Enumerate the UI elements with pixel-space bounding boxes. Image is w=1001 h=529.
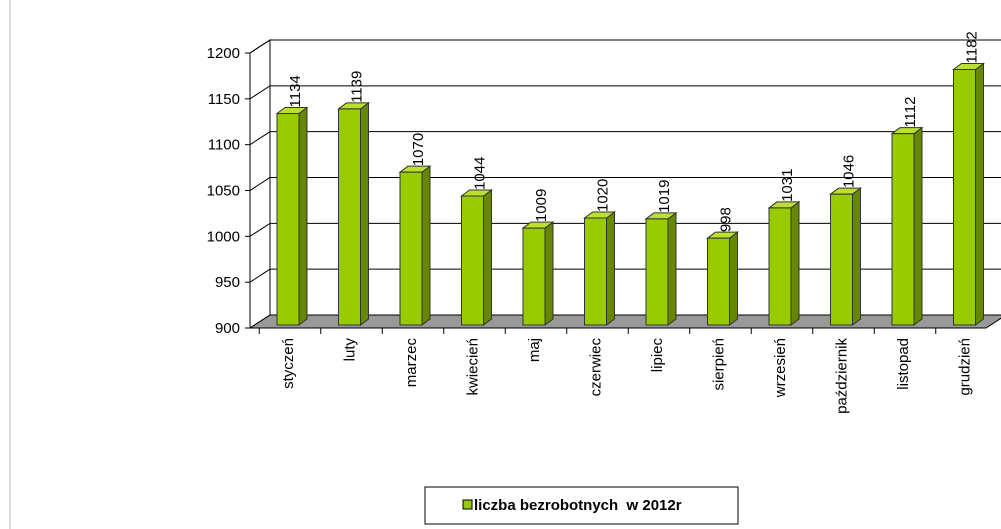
bar-front [584, 217, 607, 326]
bar-front [522, 227, 546, 326]
value-label: 1134 [287, 75, 304, 107]
value-label: 998 [718, 207, 735, 232]
value-label: 1182 [964, 31, 981, 63]
y-tick-label: 1150 [208, 91, 240, 108]
grid-line [249, 39, 1001, 54]
bar-front [276, 113, 300, 326]
legend-label: liczba bezrobotnych w 2012r [474, 497, 682, 514]
grid-line [249, 131, 1001, 146]
bar-front [891, 133, 915, 326]
x-tick-label: marzec [403, 338, 420, 388]
x-tick-label: wrzesień [772, 338, 789, 398]
bar [398, 165, 432, 326]
x-tick-label: grudzień [957, 338, 974, 396]
bar-side [913, 126, 923, 326]
legend-swatch [462, 499, 473, 510]
value-label: 1139 [349, 71, 366, 103]
value-label: 1009 [533, 189, 550, 222]
grid-line [249, 268, 1001, 283]
bar-side [298, 106, 308, 326]
x-tick-label: luty [342, 338, 359, 362]
bar-side [729, 231, 738, 326]
bar [521, 221, 555, 326]
x-tick-label: czerwiec [588, 338, 605, 397]
grid-line [249, 222, 1001, 237]
bar [583, 211, 616, 326]
y-tick-label: 1050 [207, 183, 240, 200]
bar-front [338, 108, 361, 326]
bar [767, 200, 801, 326]
grid-line [249, 85, 1001, 100]
bar [952, 62, 985, 326]
bar-front [645, 218, 669, 326]
bar [890, 126, 924, 326]
bar-front [830, 193, 853, 326]
bar [829, 187, 862, 326]
bar-front [461, 195, 484, 326]
bar-front [399, 171, 423, 326]
bar-side [421, 165, 431, 326]
bar-side [852, 187, 861, 326]
value-label: 1031 [779, 169, 796, 202]
bar [706, 231, 739, 326]
value-label: 1020 [595, 179, 612, 212]
bar-front [768, 207, 792, 326]
bar [644, 211, 678, 326]
y-tick-label: 1100 [208, 137, 240, 154]
x-tick-label: styczeń [280, 338, 297, 389]
x-tick-label: październik [834, 338, 851, 414]
bar [337, 101, 370, 326]
legend-box [424, 486, 739, 525]
bar [275, 106, 309, 326]
bar-side [606, 211, 615, 326]
bar-side [544, 221, 554, 326]
value-label: 1019 [656, 180, 673, 213]
value-label: 1044 [472, 157, 489, 190]
x-tick-label: lipiec [649, 338, 666, 373]
x-tick-label: sierpień [711, 338, 728, 391]
value-label: 1046 [841, 155, 858, 188]
bar-side [360, 101, 369, 326]
bar-front [707, 237, 730, 326]
x-tick-label: listopad [895, 338, 912, 390]
y-tick-label: 1000 [207, 228, 240, 245]
bar [460, 189, 493, 326]
x-tick-label: maj [526, 338, 543, 362]
y-tick-label: 1200 [207, 45, 240, 62]
floor [248, 314, 1001, 329]
bar-side [975, 62, 984, 326]
y-tick-label: 900 [215, 320, 240, 337]
value-label: 1070 [410, 133, 427, 166]
bar-side [790, 200, 800, 326]
value-label: 1112 [902, 97, 919, 128]
grid-line [249, 177, 1001, 191]
bar-side [483, 189, 492, 326]
bar-side [667, 211, 677, 326]
bar-front [953, 69, 976, 326]
x-tick-label: kwiecień [465, 338, 482, 396]
y-tick-label: 950 [215, 274, 240, 291]
